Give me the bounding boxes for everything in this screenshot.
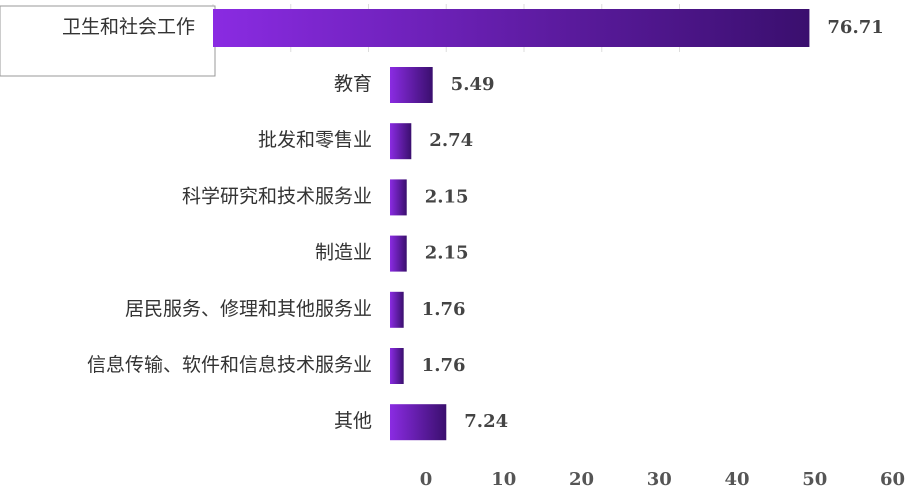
y-tick-label: 制造业 xyxy=(315,242,372,264)
bar xyxy=(390,179,407,216)
value-label: 2.74 xyxy=(429,130,473,151)
value-label: 2.15 xyxy=(425,186,469,207)
y-tick-label: 信息传输、软件和信息技术服务业 xyxy=(87,354,372,376)
x-tick-label: 20 xyxy=(569,469,594,490)
y-tick-label: 科学研究和技术服务业 xyxy=(182,185,372,207)
bar xyxy=(390,123,412,160)
bar xyxy=(390,235,407,272)
value-label: 2.15 xyxy=(425,243,469,264)
bar xyxy=(390,348,404,384)
value-label: 1.76 xyxy=(422,299,466,320)
x-tick-label: 50 xyxy=(802,469,827,490)
x-tick-label: 40 xyxy=(724,469,749,490)
value-label: 5.49 xyxy=(451,74,495,95)
bar xyxy=(213,9,810,47)
bar xyxy=(390,67,433,103)
bar xyxy=(390,291,404,328)
value-label: 76.71 xyxy=(827,17,883,38)
top-row: 卫生和社会工作 76.71 xyxy=(0,4,884,77)
x-tick-label: 0 xyxy=(420,469,433,490)
x-tick-label: 30 xyxy=(647,469,672,490)
y-tick-label: 批发和零售业 xyxy=(258,129,372,151)
x-tick-label: 60 xyxy=(880,469,905,490)
bar xyxy=(390,404,447,441)
x-tick-label: 10 xyxy=(491,469,516,490)
y-tick-label: 居民服务、修理和其他服务业 xyxy=(125,298,372,320)
y-tick-label: 教育 xyxy=(334,73,372,95)
y-tick-label: 其他 xyxy=(334,410,372,432)
value-label: 7.24 xyxy=(464,411,508,432)
y-tick-label: 卫生和社会工作 xyxy=(62,16,195,38)
value-label: 1.76 xyxy=(422,355,466,376)
